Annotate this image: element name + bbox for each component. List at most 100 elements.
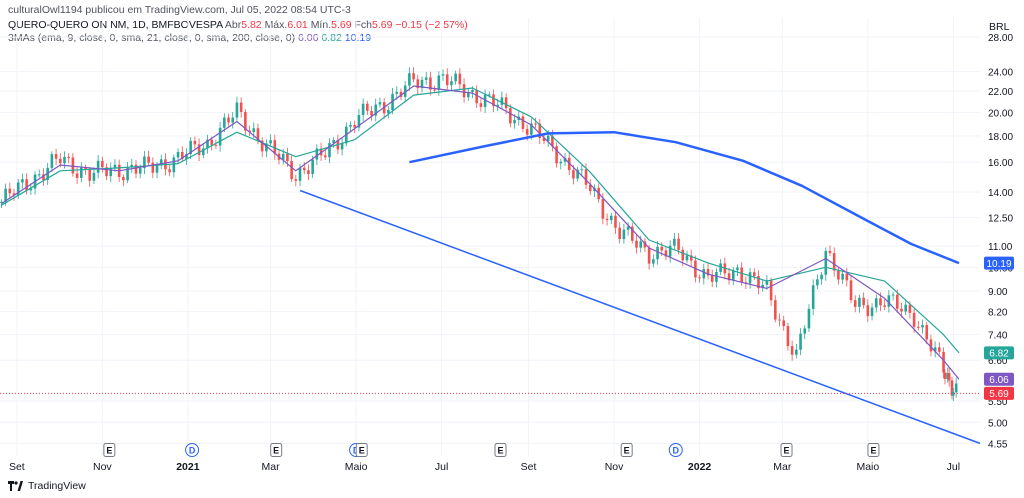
candle-body [315,148,319,160]
event-marker-letter: E [106,446,112,456]
candle [0,199,3,209]
candle-body [445,74,449,86]
candle-body [269,140,272,144]
earnings-marker[interactable]: E [270,443,283,457]
dividend-marker[interactable]: D [185,443,200,457]
candle [340,137,344,156]
candle [727,267,731,285]
candle-body [727,273,731,281]
indicator-line[interactable]: 3MAs (ema, 9, close, 0, sma, 21, close, … [8,32,371,45]
candle-body [921,325,924,328]
candle-body [138,168,142,174]
symbol-name[interactable]: QUERO-QUERO ON NM, 1D, BMFBOVESPA [8,19,223,31]
brand-name: TradingView [28,480,86,492]
candle-body [155,165,159,173]
candle-body [769,280,773,301]
candle [559,158,563,170]
candle-body [618,227,621,240]
candle [353,120,357,134]
candle-body [462,84,466,98]
candle [269,134,272,147]
candle [227,113,230,128]
candle-body [706,269,710,276]
candle [479,97,483,112]
candle-body [609,215,613,221]
x-tick-label: Mar [773,461,792,473]
candle-body [63,156,66,164]
candle-body [374,104,378,116]
candle-body [879,298,882,306]
candle [887,290,891,313]
candle-body [542,137,546,142]
x-tick-label: Nov [93,461,112,473]
earnings-marker[interactable]: E [780,443,793,457]
candle [849,275,853,304]
earnings-marker-box [103,443,116,457]
candle [685,250,689,264]
candle-body [639,241,643,248]
candle-body [689,255,693,261]
event-marker-letter: E [624,446,630,456]
candle-body [84,167,87,170]
x-tick-label: Jul [947,461,960,473]
candle-body [239,102,243,112]
candle [952,388,955,402]
candle [795,343,798,359]
candle [900,302,903,318]
indicator-label: 3MAs (ema, 9, close, 0, sma, 21, close, … [8,32,296,44]
candle-body [248,130,251,132]
candle [593,184,596,198]
candle-body [938,347,941,352]
candle [929,334,933,357]
price-label-text: 10.19 [986,259,1011,270]
footer-brand[interactable]: TradingView [8,480,86,492]
candle-body [795,349,798,355]
y-tick-label: 28.00 [988,33,1013,44]
candle [774,295,777,323]
candle-body [54,154,58,159]
earnings-marker[interactable]: E [867,443,880,457]
candle [260,137,264,157]
candle-body [698,277,701,279]
candle [862,292,865,309]
candle [235,96,239,121]
candle-body [631,226,634,241]
earnings-marker[interactable]: E [103,443,116,457]
candle [328,138,331,164]
candle [943,369,947,385]
y-tick-label: 6.60 [988,356,1008,367]
candle-body [677,238,680,250]
event-marker-letter: E [359,446,365,456]
candle [492,89,495,113]
candle [706,263,710,280]
candle-body [710,275,714,282]
candle-body [895,294,899,309]
earnings-marker[interactable]: E [355,443,368,457]
candle [151,157,155,179]
candle-body [197,144,201,156]
candle-body [340,143,344,150]
candle-body [437,75,441,90]
candle [223,113,226,133]
candle [668,240,672,263]
close-value: 5.69 [371,19,393,31]
earnings-marker[interactable]: E [620,443,633,457]
candle [273,134,277,160]
candle-body [441,74,445,76]
candle [265,139,268,158]
candle-body [424,77,428,80]
candle-body [180,151,184,160]
candle [218,121,222,152]
earnings-marker[interactable]: E [494,443,507,457]
trendline [299,189,981,445]
candle-body [147,156,150,163]
candle [143,150,146,175]
x-tick-label: 2022 [688,461,712,473]
candle-body [790,346,794,355]
candle [576,166,579,182]
candle [349,121,352,133]
candle [319,142,323,161]
candle-body [109,168,113,177]
dividend-marker[interactable]: D [668,443,683,457]
